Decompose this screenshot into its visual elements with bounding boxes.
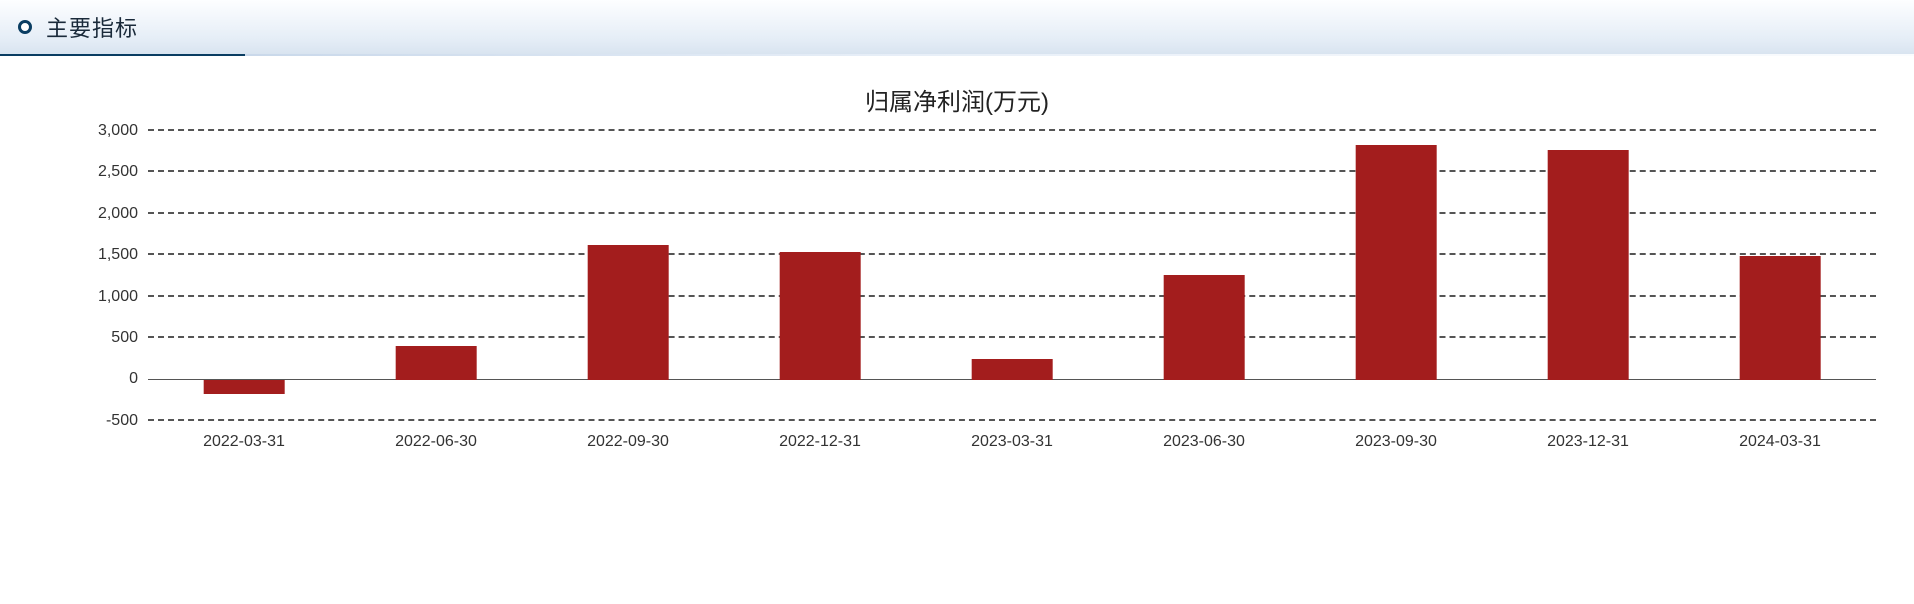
gridline: -500: [148, 419, 1876, 421]
bullet-icon: [18, 20, 32, 34]
section-header: 主要指标: [0, 0, 1914, 56]
y-tick-label: 1,000: [98, 288, 148, 306]
chart-container: 归属净利润(万元) -50005001,0001,5002,0002,5003,…: [0, 56, 1914, 469]
chart-title: 归属净利润(万元): [28, 82, 1886, 117]
bar: [972, 359, 1053, 380]
bar: [1356, 145, 1437, 379]
bar: [204, 380, 285, 394]
x-tick-label: 2023-09-30: [1355, 433, 1437, 451]
x-tick-label: 2022-12-31: [779, 433, 861, 451]
y-tick-label: 1,500: [98, 246, 148, 264]
x-tick-label: 2024-03-31: [1739, 433, 1821, 451]
bar: [1740, 256, 1821, 379]
x-axis-labels: 2022-03-31 2022-06-30 2022-09-30 2022-12-31…: [148, 425, 1876, 461]
y-tick-label: 500: [111, 329, 148, 347]
x-tick-label: 2022-09-30: [587, 433, 669, 451]
section-title: 主要指标: [46, 11, 138, 43]
gridline: 3,000: [148, 129, 1876, 131]
x-tick-label: 2022-03-31: [203, 433, 285, 451]
bar-chart: -50005001,0001,5002,0002,5003,000 2022-0…: [28, 131, 1886, 461]
y-tick-label: 2,500: [98, 163, 148, 181]
bar: [588, 245, 669, 380]
x-tick-label: 2022-06-30: [395, 433, 477, 451]
bar: [1164, 275, 1245, 379]
x-tick-label: 2023-12-31: [1547, 433, 1629, 451]
x-tick-label: 2023-06-30: [1163, 433, 1245, 451]
y-tick-label: -500: [106, 412, 148, 430]
header-underline-fade: [245, 54, 1914, 56]
bar: [1548, 150, 1629, 380]
bar: [780, 252, 861, 380]
y-tick-label: 0: [129, 370, 148, 388]
bar: [396, 346, 477, 379]
plot-area: -50005001,0001,5002,0002,5003,000: [148, 131, 1876, 421]
y-tick-label: 2,000: [98, 205, 148, 223]
y-tick-label: 3,000: [98, 122, 148, 140]
x-tick-label: 2023-03-31: [971, 433, 1053, 451]
